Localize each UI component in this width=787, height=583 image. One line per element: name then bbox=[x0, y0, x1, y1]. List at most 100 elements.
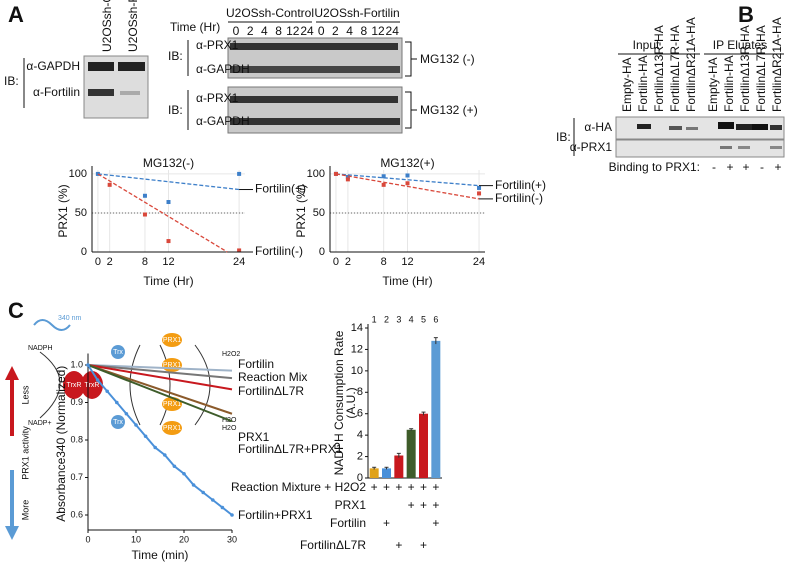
x-tick-label: 12 bbox=[162, 256, 174, 268]
y-axis-label: PRX1 (%) bbox=[56, 184, 70, 237]
series-label: FortilinΔL7R+PRX1 bbox=[238, 442, 343, 456]
arrow-head bbox=[5, 366, 19, 380]
blot-frame bbox=[227, 86, 403, 134]
x-tick-label: 10 bbox=[131, 534, 141, 544]
trend-line bbox=[97, 173, 228, 253]
x-tick-label: 20 bbox=[179, 534, 189, 544]
band bbox=[230, 96, 398, 103]
diagram-label: Trx bbox=[113, 419, 123, 426]
x-tick-label: 2 bbox=[345, 256, 351, 268]
table-mark: + bbox=[408, 498, 415, 512]
series-label: FortilinΔL7R bbox=[238, 384, 304, 398]
diagram-label: H2O bbox=[222, 425, 237, 432]
arrow-head bbox=[5, 526, 19, 540]
point bbox=[191, 483, 196, 487]
panel-label: C bbox=[8, 298, 24, 323]
y-tick-label: 100 bbox=[69, 168, 87, 180]
ib-label: IB: bbox=[556, 130, 571, 144]
panel-label: B bbox=[738, 2, 754, 27]
x-axis-label: Time (Hr) bbox=[143, 274, 193, 288]
lane-label: U2OSsh-Control bbox=[100, 0, 114, 52]
point bbox=[166, 239, 171, 244]
y-tick-label: 1.0 bbox=[70, 359, 83, 369]
line bbox=[87, 364, 233, 415]
annotation: More bbox=[20, 500, 30, 521]
diagram-label: 340 nm bbox=[58, 315, 82, 322]
bar bbox=[394, 455, 404, 478]
y-tick-label: 12 bbox=[351, 343, 363, 355]
point bbox=[182, 471, 186, 476]
table-mark: + bbox=[432, 498, 439, 512]
prx1 bbox=[162, 333, 182, 347]
diagram-label: NADP+ bbox=[28, 420, 52, 427]
band bbox=[120, 91, 140, 95]
blot-b: Input IP Eluates Empty-HA Fortilin-HA Fort… bbox=[556, 17, 785, 174]
trxr bbox=[63, 371, 85, 399]
series-label: Fortilin+PRX1 bbox=[238, 508, 313, 522]
annotation: PRX1 activity bbox=[20, 426, 30, 480]
light-arrow bbox=[33, 319, 71, 331]
lane-label: FortilinΔ13R-HA bbox=[738, 25, 752, 112]
point bbox=[230, 513, 234, 517]
lane-label: U2OSsh-Fortilin bbox=[126, 0, 140, 52]
x-tick-label: 8 bbox=[381, 256, 387, 268]
band bbox=[230, 66, 400, 73]
y-axis-label: Absorbance340 (Normalized) bbox=[54, 366, 68, 522]
lane-label: Empty-HA bbox=[706, 57, 720, 112]
binding-mark: + bbox=[726, 160, 733, 174]
bar bbox=[406, 429, 416, 478]
binding-mark: + bbox=[774, 160, 781, 174]
x-tick-label: 0 bbox=[333, 256, 339, 268]
row-label: α-GAPDH bbox=[26, 59, 80, 73]
point bbox=[405, 173, 410, 178]
point bbox=[115, 400, 119, 405]
band bbox=[88, 89, 114, 96]
y-axis-label: PRX1 (%) bbox=[294, 184, 308, 237]
point bbox=[166, 200, 171, 205]
row-label: α-HA bbox=[584, 120, 612, 134]
diagram-label: PRX1 bbox=[163, 362, 181, 369]
y-tick-label: 0 bbox=[81, 246, 87, 258]
bar bbox=[419, 413, 428, 478]
y-tick-label: 2 bbox=[357, 450, 363, 462]
point bbox=[95, 378, 100, 382]
lane-label: Fortilin-HA bbox=[636, 55, 650, 112]
y-tick-label: 8 bbox=[357, 386, 363, 398]
table-mark: + bbox=[432, 480, 439, 494]
point bbox=[345, 175, 350, 180]
y-axis-label: NADPH Consumption Rate bbox=[332, 330, 346, 475]
time-label: 2 bbox=[247, 24, 254, 38]
y-tick-label: 100 bbox=[307, 168, 325, 180]
series-label: Reaction Mix bbox=[238, 370, 307, 384]
chart-title: MG132(+) bbox=[380, 156, 434, 170]
series-label: Fortilin bbox=[238, 357, 274, 371]
blot-a-time: Time (Hr) U2OSsh-Control U2OSsh-Fortilin… bbox=[168, 6, 478, 134]
band bbox=[770, 146, 782, 149]
band bbox=[118, 62, 145, 71]
table-mark: + bbox=[395, 480, 402, 494]
point bbox=[107, 182, 112, 187]
time-label: 0 bbox=[318, 24, 325, 38]
ib-label: IB: bbox=[4, 74, 19, 88]
blot-frame bbox=[615, 116, 785, 140]
series-label: Fortilin(+) bbox=[495, 178, 546, 192]
lane-label: FortilinΔ13R-HA bbox=[652, 25, 666, 112]
table-mark: + bbox=[395, 538, 402, 552]
row-label: PRX1 bbox=[335, 498, 367, 512]
x-tick-label: 30 bbox=[227, 534, 237, 544]
diagram-label: PRX1 bbox=[163, 337, 181, 344]
binding-label: Binding to PRX1: bbox=[609, 160, 700, 174]
diagram-label: H2O2 bbox=[222, 351, 240, 358]
band bbox=[669, 126, 682, 130]
band bbox=[718, 122, 734, 129]
category-label: 6 bbox=[433, 314, 438, 324]
y-tick-label: 0.7 bbox=[70, 472, 83, 482]
x-tick-label: 0 bbox=[85, 534, 90, 544]
point bbox=[477, 185, 482, 190]
table-mark: + bbox=[420, 498, 427, 512]
point bbox=[163, 453, 167, 457]
point bbox=[143, 434, 148, 439]
band bbox=[720, 146, 732, 149]
diagram-label: PRX1 bbox=[163, 401, 181, 408]
